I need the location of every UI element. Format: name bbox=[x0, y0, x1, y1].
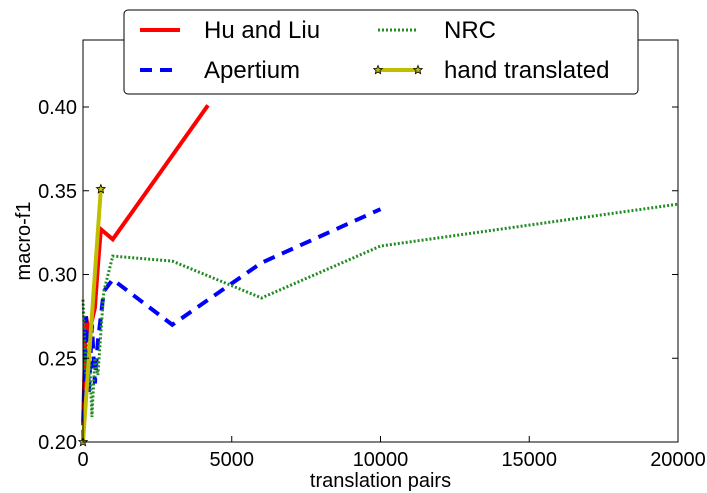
y-tick-label: 0.20 bbox=[38, 432, 77, 454]
y-axis-label: macro-f1 bbox=[13, 202, 35, 281]
series-line-hu-and-liu bbox=[81, 104, 210, 426]
plot-area-frame bbox=[82, 39, 679, 443]
x-tick-label: 15000 bbox=[501, 449, 557, 471]
series-line-apertium bbox=[81, 207, 382, 443]
legend-label-hu-and-liu: Hu and Liu bbox=[204, 17, 320, 44]
x-axis-label: translation pairs bbox=[310, 470, 451, 492]
series-point-hand-translated bbox=[95, 183, 107, 194]
y-tick-label: 0.35 bbox=[38, 181, 77, 203]
y-tick-label: 0.25 bbox=[38, 348, 77, 370]
legend-marker-hand-translated bbox=[372, 64, 384, 75]
plot-lines bbox=[77, 104, 679, 447]
legend: Hu and Liu Apertium NRC hand translated bbox=[123, 9, 639, 95]
legend-label-hand-translated: hand translated bbox=[444, 57, 609, 84]
x-tick-label: 10000 bbox=[353, 449, 409, 471]
legend-label-nrc: NRC bbox=[444, 17, 496, 44]
x-tick-label: 5000 bbox=[210, 449, 255, 471]
x-tick-label: 20000 bbox=[650, 449, 706, 471]
legend-box bbox=[123, 9, 639, 95]
y-tick-label: 0.30 bbox=[38, 265, 77, 287]
axis-ticks: 0 5000 10000 15000 20000 0.20 0.25 0.30 0.35 0.40 bbox=[38, 40, 706, 471]
legend-label-apertium: Apertium bbox=[204, 57, 300, 84]
y-tick-label: 0.40 bbox=[38, 97, 77, 119]
series-line-nrc bbox=[81, 202, 679, 417]
series-line-hand-translated bbox=[81, 188, 103, 443]
x-tick-label: 0 bbox=[77, 449, 88, 471]
legend-marker-hand-translated bbox=[412, 64, 424, 75]
